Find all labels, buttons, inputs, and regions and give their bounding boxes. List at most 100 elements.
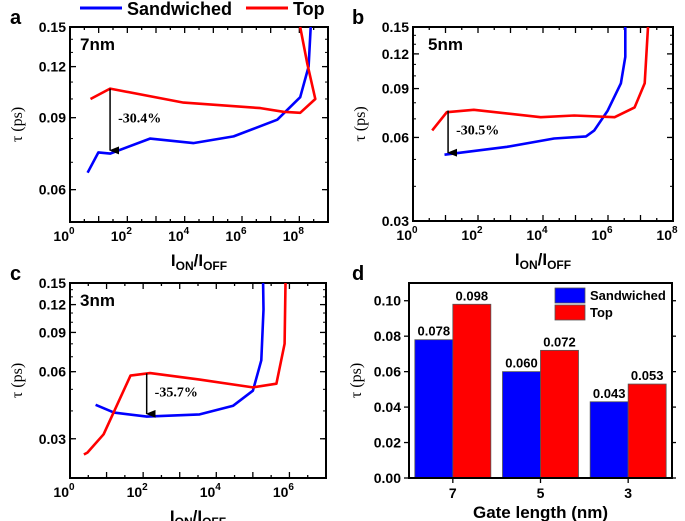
tick-exponent: 0	[69, 226, 75, 237]
bar-top	[540, 349, 579, 479]
y-tick-label: 0.12	[39, 59, 66, 75]
y-tick-label: 0.00	[374, 470, 401, 486]
tick-base: 10	[111, 228, 127, 244]
tick-base: 10	[526, 227, 542, 243]
x-tick-label: 5	[537, 485, 545, 501]
tick-exponent: 6	[288, 482, 294, 493]
x-tick-label: 100	[396, 225, 418, 243]
tick-base: 10	[127, 484, 143, 500]
x-tick-label: 7	[449, 485, 457, 501]
x-axis-title: Gate length (nm)	[473, 503, 608, 521]
text-part: /I	[194, 251, 203, 270]
series-line-top	[89, 26, 317, 115]
x-tick-label: 100	[53, 482, 75, 500]
tick-base: 10	[200, 484, 216, 500]
x-tick-label: 104	[200, 482, 222, 500]
tick-base: 10	[283, 228, 299, 244]
panel-a: aτ (ps)100 102 104 106 1080.060.090.120.15IO…	[9, 7, 329, 273]
y-axis-title: τ (ps)	[352, 106, 369, 141]
y-tick-label: 0.12	[39, 297, 66, 313]
bar-sandwiched	[414, 339, 454, 479]
reduction-label: -35.7%	[155, 386, 198, 401]
panel-title: 7nm	[80, 35, 115, 54]
plot-frame	[412, 26, 674, 222]
tick-base: 10	[53, 228, 69, 244]
bar-value-label: 0.043	[593, 386, 626, 401]
tick-exponent: 0	[412, 225, 418, 236]
legend-label-top: Top	[293, 0, 325, 19]
subscript: OFF	[202, 515, 226, 521]
text-part: /I	[538, 250, 547, 269]
text-part: /I	[193, 507, 202, 521]
x-tick-label: 102	[461, 225, 483, 243]
y-tick-label: 0.10	[374, 293, 401, 309]
tick-exponent: 6	[607, 225, 613, 236]
y-axis-title: τ (ps)	[9, 363, 26, 398]
y-tick-label: 0.02	[374, 435, 401, 451]
tick-base: 10	[225, 228, 241, 244]
bar-value-label: 0.060	[505, 356, 538, 371]
text-part: I	[171, 251, 176, 270]
x-tick-label: 102	[111, 226, 133, 244]
subscript: OFF	[203, 259, 227, 273]
y-tick-label: 0.06	[382, 129, 409, 145]
bar-top	[452, 303, 492, 479]
series-line-sandwiched	[444, 27, 627, 156]
tick-base: 10	[396, 227, 412, 243]
tick-exponent: 8	[298, 226, 304, 237]
x-tick-label: 106	[273, 482, 295, 500]
legend-swatch-top	[554, 304, 586, 321]
x-tick-label: 108	[656, 225, 678, 243]
x-axis-title: ION/IOFF	[171, 251, 227, 273]
bar-sandwiched	[502, 371, 541, 479]
y-tick-label: 0.15	[39, 19, 66, 35]
tick-exponent: 2	[126, 226, 132, 237]
panel-c: cτ (ps)100 102 104 1060.030.060.090.120.15I…	[9, 263, 327, 521]
tick-base: 10	[591, 227, 607, 243]
subscript: ON	[520, 258, 538, 272]
y-tick-label: 0.09	[39, 324, 66, 340]
x-tick-label: 3	[624, 485, 632, 501]
x-axis-title: ION/IOFF	[170, 507, 226, 521]
bar-value-label: 0.072	[543, 334, 576, 349]
series-line-top	[431, 26, 650, 132]
x-tick-label: 100	[53, 226, 75, 244]
subscript: ON	[176, 259, 194, 273]
tick-exponent: 6	[241, 226, 247, 237]
panel-title: 5nm	[428, 35, 463, 54]
tick-exponent: 4	[542, 225, 548, 236]
subscript: ON	[175, 515, 193, 521]
tick-base: 10	[656, 227, 672, 243]
tick-base: 10	[461, 227, 477, 243]
x-axis-title: ION/IOFF	[515, 250, 571, 272]
panel-label: c	[10, 263, 21, 285]
plot-frame	[69, 282, 327, 479]
reduction-label: -30.5%	[456, 124, 499, 139]
series-line-sandwiched	[95, 282, 265, 418]
tick-exponent: 2	[477, 225, 483, 236]
y-tick-label: 0.06	[39, 182, 66, 198]
x-tick-label: 106	[591, 225, 613, 243]
subscript: OFF	[547, 258, 571, 272]
panel-b: bτ (ps)100 102 104 106 1080.030.060.090.120.…	[352, 7, 678, 272]
legend-label-sandwiched: Sandwiched	[590, 288, 666, 303]
panel-label: b	[352, 7, 364, 29]
tick-exponent: 8	[672, 225, 678, 236]
text-part: I	[170, 507, 175, 521]
tick-exponent: 4	[184, 226, 190, 237]
plot-frame	[408, 282, 673, 479]
plot-frame	[69, 26, 329, 223]
y-tick-label: 0.04	[374, 399, 401, 415]
x-tick-label: 108	[283, 226, 305, 244]
bar-sandwiched	[589, 401, 629, 479]
panel-label: d	[352, 263, 364, 285]
x-tick-label: 102	[127, 482, 149, 500]
legend-label-top: Top	[590, 305, 613, 320]
y-tick-label: 0.09	[382, 81, 409, 97]
y-tick-label: 0.08	[374, 328, 401, 344]
bar-top	[627, 383, 667, 479]
tick-exponent: 4	[215, 482, 221, 493]
legend-label-sandwiched: Sandwiched	[127, 0, 232, 19]
legend-swatch-sandwiched	[554, 287, 586, 304]
